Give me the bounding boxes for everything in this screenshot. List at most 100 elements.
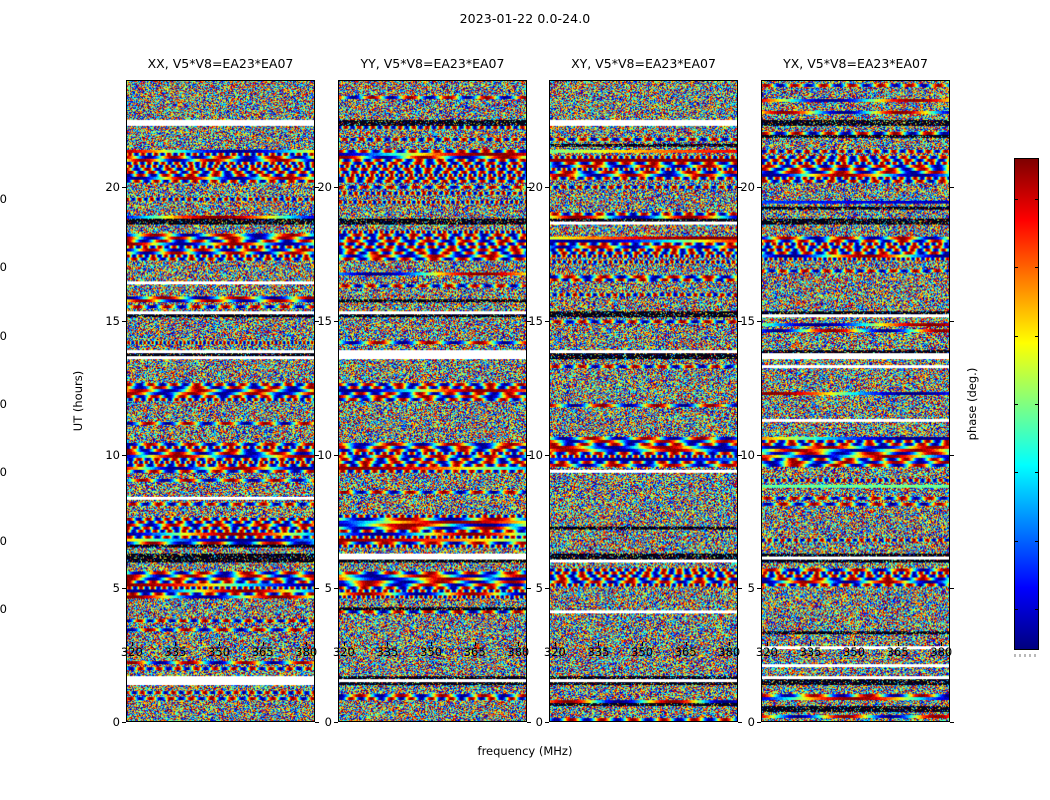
y-tick-mark — [122, 588, 126, 590]
figure-suptitle: 2023-01-22 0.0-24.0 — [459, 11, 591, 26]
colorbar-tick-label: 50 — [0, 328, 7, 343]
y-tick-mark — [527, 454, 531, 456]
y-tick-mark — [545, 722, 549, 723]
y-tick-mark — [738, 320, 742, 322]
y-tick-mark — [950, 187, 954, 188]
x-tick-mark — [518, 642, 520, 646]
x-tick-label: 320 — [755, 645, 778, 659]
colorbar-tick-mark — [1014, 199, 1018, 200]
y-tick-mark — [315, 320, 319, 322]
x-tick-label: 380 — [718, 645, 741, 659]
colorbar-tick-mark — [1035, 199, 1039, 200]
y-tick-mark — [334, 588, 338, 590]
y-tick-label: 10 — [528, 447, 543, 462]
x-tick-label: 350 — [631, 645, 654, 659]
x-tick-mark — [941, 642, 943, 646]
colorbar-tick-mark — [1035, 335, 1039, 337]
y-tick-mark — [757, 722, 761, 723]
colorbar-tick-mark — [1035, 472, 1039, 474]
panel-yx-heatmap — [762, 81, 949, 721]
x-tick-mark — [897, 642, 899, 646]
y-tick-label: 0 — [112, 715, 120, 729]
x-axis-label: frequency (MHz) — [477, 744, 573, 758]
x-tick-label: 320 — [543, 645, 566, 659]
colorbar-label: phase (deg.) — [965, 367, 979, 441]
y-tick-mark — [315, 722, 319, 723]
y-tick-label: 10 — [740, 447, 755, 462]
colorbar-tick-mark — [1035, 404, 1039, 405]
y-tick-mark — [334, 722, 338, 723]
x-tick-mark — [642, 642, 644, 646]
x-tick-mark — [685, 642, 687, 646]
y-tick-mark — [757, 454, 761, 456]
y-tick-mark — [545, 320, 549, 322]
y-tick-mark — [738, 722, 742, 723]
y-tick-label: 20 — [317, 180, 332, 194]
y-tick-label: 20 — [528, 180, 543, 194]
colorbar-tick-label: −100 — [0, 533, 7, 548]
y-tick-mark — [527, 320, 531, 322]
panel-xy-axes[interactable] — [549, 80, 738, 722]
panel-yy[interactable]: YY, V5*V8=EA23*EA07 — [338, 56, 527, 722]
y-tick-mark — [122, 187, 126, 188]
y-tick-mark — [545, 187, 549, 188]
y-tick-mark — [334, 320, 338, 322]
y-tick-label: 5 — [747, 581, 755, 596]
y-tick-mark — [757, 588, 761, 590]
panel-yx-title: YX, V5*V8=EA23*EA07 — [783, 56, 928, 71]
colorbar-tick-mark — [1035, 267, 1039, 269]
x-tick-label: 335 — [587, 645, 610, 659]
x-tick-label: 380 — [295, 645, 318, 659]
panel-xx-heatmap — [127, 81, 314, 721]
y-tick-mark — [950, 722, 954, 723]
x-tick-mark — [598, 642, 600, 646]
y-tick-mark — [122, 454, 126, 456]
colorbar-tick-label: −150 — [0, 602, 7, 616]
x-tick-label: 380 — [507, 645, 530, 659]
panel-yx[interactable]: YX, V5*V8=EA23*EA07 — [761, 56, 950, 722]
x-tick-mark — [219, 642, 221, 646]
y-tick-mark — [950, 454, 954, 456]
colorbar-tick-label: 0 — [0, 397, 7, 411]
colorbar-tick-mark — [1035, 609, 1039, 610]
y-tick-mark — [545, 454, 549, 456]
x-tick-mark — [262, 642, 264, 646]
colorbar-tick-label: 150 — [0, 192, 7, 206]
x-tick-mark — [131, 642, 133, 646]
y-tick-label: 10 — [105, 447, 120, 462]
panel-yx-axes[interactable] — [761, 80, 950, 722]
y-axis-label: UT (hours) — [71, 370, 85, 432]
colorbar-tick-mark — [1014, 404, 1018, 405]
x-tick-mark — [554, 642, 556, 646]
y-tick-mark — [757, 320, 761, 322]
panel-xx[interactable]: XX, V5*V8=EA23*EA07 — [126, 56, 315, 722]
x-tick-mark — [175, 642, 177, 646]
x-tick-mark — [306, 642, 308, 646]
y-tick-mark — [527, 588, 531, 590]
y-tick-mark — [315, 187, 319, 188]
panel-xy[interactable]: XY, V5*V8=EA23*EA07 — [549, 56, 738, 722]
x-tick-label: 320 — [332, 645, 355, 659]
y-tick-label: 0 — [535, 715, 543, 729]
y-tick-label: 5 — [324, 581, 332, 596]
x-tick-label: 335 — [376, 645, 399, 659]
x-tick-mark — [766, 642, 768, 646]
x-tick-label: 350 — [843, 645, 866, 659]
y-tick-mark — [950, 588, 954, 590]
panel-xx-title: XX, V5*V8=EA23*EA07 — [147, 56, 294, 71]
y-tick-mark — [315, 454, 319, 456]
y-tick-label: 20 — [105, 180, 120, 194]
x-tick-mark — [729, 642, 731, 646]
panel-yy-axes[interactable] — [338, 80, 527, 722]
panel-yy-title: YY, V5*V8=EA23*EA07 — [360, 56, 505, 71]
y-tick-label: 0 — [747, 715, 755, 729]
colorbar-tick-mark — [1014, 335, 1018, 337]
y-tick-label: 15 — [317, 313, 332, 328]
panel-xy-heatmap — [550, 81, 737, 721]
panel-xx-axes[interactable] — [126, 80, 315, 722]
y-tick-label: 15 — [528, 313, 543, 328]
x-tick-label: 335 — [799, 645, 822, 659]
y-tick-mark — [122, 722, 126, 723]
panel-yy-heatmap — [339, 81, 526, 721]
colorbar-tick-mark — [1035, 540, 1039, 542]
